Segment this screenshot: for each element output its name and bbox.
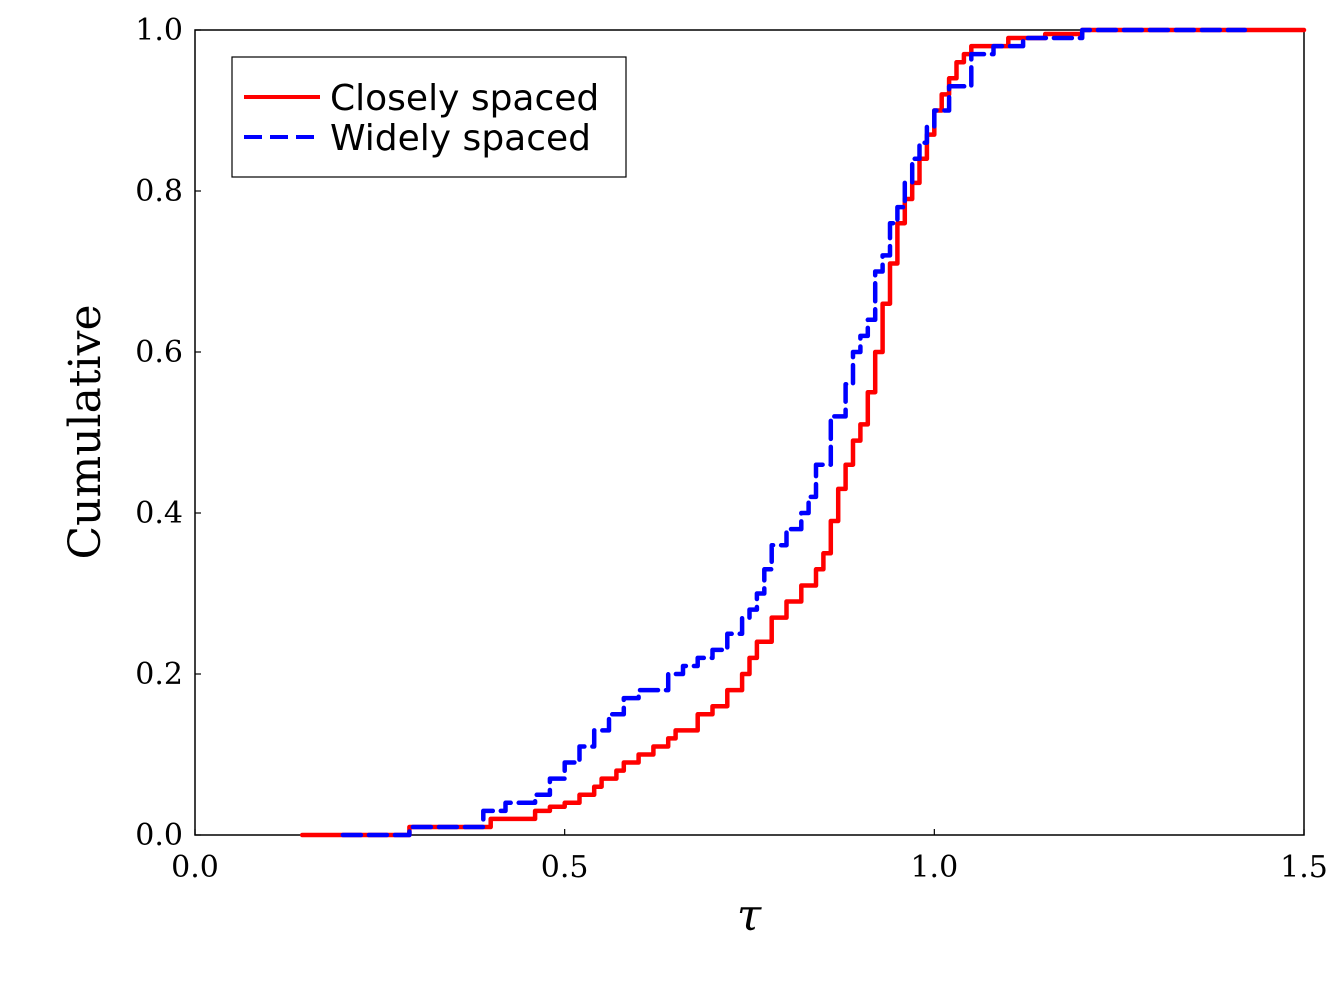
legend-label-widely-spaced: Widely spaced [330,118,591,159]
x-tick-label: 1.5 [1280,850,1328,885]
x-axis-title: τ [737,890,762,941]
x-tick-label: 1.0 [910,850,958,885]
y-tick-label: 0.4 [135,496,183,531]
y-axis-title: Cumulative [60,304,111,559]
legend-label-closely-spaced: Closely spaced [330,78,599,119]
ticks-layer: 0.0 0.5 1.0 1.5 0.0 0.2 0.4 0.6 0.8 1.0 [135,13,1328,885]
legend-box [231,56,627,178]
legend: Closely spaced Widely spaced [231,56,627,178]
series-line-widely-spaced [340,27,1248,838]
y-tick-label: 0.2 [135,657,183,692]
x-tick-label: 0.5 [541,850,589,885]
x-tick-label: 0.0 [171,850,219,885]
plot-frame [194,29,1305,836]
y-tick-label: 0.0 [135,818,183,853]
y-tick-label: 1.0 [135,13,183,48]
y-tick-label: 0.8 [135,174,183,209]
series-line-closely-spaced [299,27,1307,838]
y-tick-label: 0.6 [135,335,183,370]
series-layer [299,27,1307,838]
